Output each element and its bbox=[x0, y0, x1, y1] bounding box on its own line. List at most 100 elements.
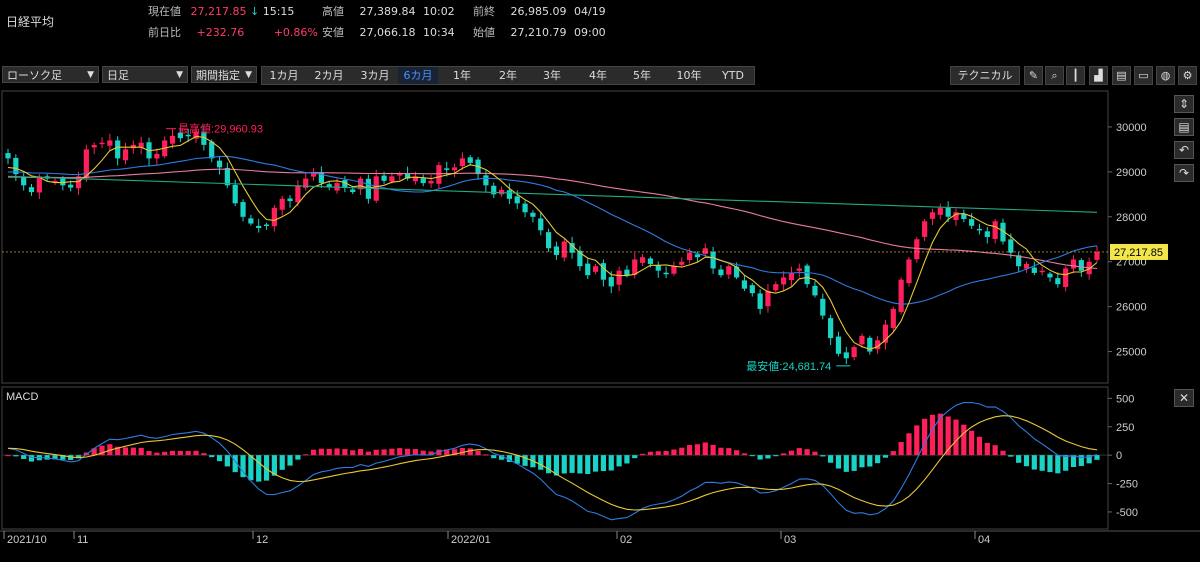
candle-body bbox=[248, 218, 254, 224]
low-price: 安値 27,066.18 10:34 bbox=[322, 26, 455, 39]
macd-histogram-bar bbox=[256, 455, 262, 482]
candle-body bbox=[624, 269, 630, 276]
candle-body bbox=[185, 134, 191, 137]
period-4y[interactable]: 4年 bbox=[589, 69, 607, 82]
period-2m[interactable]: 2カ月 bbox=[314, 69, 344, 82]
candle-body bbox=[820, 298, 826, 316]
x-tick-label: 03 bbox=[784, 534, 796, 546]
period-ytd[interactable]: YTD bbox=[722, 69, 744, 82]
candle-body bbox=[577, 250, 583, 267]
candle-body bbox=[357, 178, 364, 190]
period-3m[interactable]: 3カ月 bbox=[360, 69, 390, 82]
candle-body bbox=[491, 185, 497, 195]
candle-body bbox=[530, 212, 536, 217]
macd-histogram-bar bbox=[828, 455, 834, 463]
macd-histogram-bar bbox=[209, 455, 215, 458]
technical-button[interactable]: テクニカル bbox=[950, 66, 1020, 85]
macd-histogram-bar bbox=[734, 450, 740, 456]
area-chart-icon[interactable]: ▟ bbox=[1089, 66, 1108, 85]
y-tick-label: 25000 bbox=[1116, 347, 1147, 359]
candle-body bbox=[256, 225, 262, 229]
macd-histogram-bar bbox=[1078, 455, 1084, 466]
candle-body bbox=[1078, 260, 1084, 271]
period-3y[interactable]: 3年 bbox=[543, 69, 561, 82]
candle-body bbox=[138, 142, 144, 148]
macd-histogram-bar bbox=[232, 455, 238, 473]
macd-histogram-bar bbox=[992, 445, 998, 456]
period-6m[interactable]: 6カ月 bbox=[398, 67, 438, 84]
macd-histogram-bar bbox=[115, 446, 121, 456]
period-mode-select[interactable]: 期間指定 ▼ bbox=[191, 66, 257, 83]
candle-body bbox=[459, 158, 466, 167]
candle-body bbox=[404, 173, 411, 179]
candle-body bbox=[663, 272, 669, 275]
macd-histogram-bar bbox=[1039, 455, 1045, 471]
candle-body bbox=[796, 268, 802, 271]
candle-body bbox=[224, 167, 230, 186]
macd-y-tick-label: 250 bbox=[1116, 422, 1134, 434]
candle-body bbox=[875, 340, 881, 350]
macd-histogram-bar bbox=[491, 455, 497, 459]
candle-body bbox=[726, 266, 732, 275]
macd-histogram-bar bbox=[444, 449, 450, 456]
macd-histogram-bar bbox=[616, 455, 622, 467]
macd-histogram-bar bbox=[835, 455, 842, 469]
macd-histogram-bar bbox=[812, 451, 818, 456]
candle-body bbox=[969, 219, 975, 226]
candle-body bbox=[326, 184, 332, 188]
period-5y[interactable]: 5年 bbox=[633, 69, 651, 82]
candle-body bbox=[929, 212, 936, 219]
candle-body bbox=[209, 141, 215, 159]
list-icon[interactable]: ▤ bbox=[1174, 118, 1194, 136]
macd-histogram-bar bbox=[592, 455, 599, 472]
macd-histogram-bar bbox=[459, 448, 466, 456]
macd-histogram-bar bbox=[248, 455, 254, 481]
macd-histogram-bar bbox=[122, 447, 129, 456]
chart-type-select[interactable]: ローソク足 ▼ bbox=[2, 66, 99, 83]
macd-histogram-bar bbox=[13, 455, 19, 457]
current-value: 27,217.85 bbox=[190, 5, 247, 18]
pencil-icon[interactable]: ✎ bbox=[1024, 66, 1043, 85]
candle-body bbox=[1008, 239, 1014, 253]
macd-histogram-bar bbox=[224, 455, 230, 467]
collapse-icon[interactable]: ⇕ bbox=[1174, 95, 1194, 113]
redo-icon[interactable]: ↷ bbox=[1174, 164, 1194, 182]
period-2y[interactable]: 2年 bbox=[499, 69, 517, 82]
period-1m[interactable]: 1カ月 bbox=[269, 69, 299, 82]
macd-histogram-bar bbox=[75, 455, 82, 459]
candle-body bbox=[694, 254, 701, 258]
candle-icon[interactable]: ┃ bbox=[1066, 66, 1085, 85]
folder-icon[interactable]: ▭ bbox=[1134, 66, 1153, 85]
macd-histogram-bar bbox=[1023, 455, 1030, 467]
interval-select[interactable]: 日足 ▼ bbox=[102, 66, 188, 83]
macd-histogram-bar bbox=[91, 448, 97, 456]
close-macd-icon[interactable]: ✕ bbox=[1174, 389, 1194, 407]
macd-histogram-bar bbox=[162, 451, 168, 456]
candle-body bbox=[436, 165, 442, 184]
macd-y-tick-label: -500 bbox=[1116, 507, 1138, 519]
macd-histogram-bar bbox=[412, 449, 418, 456]
period-10y[interactable]: 10年 bbox=[676, 69, 702, 82]
candle-body bbox=[679, 261, 685, 265]
macd-histogram-bar bbox=[929, 414, 936, 456]
macd-y-tick-label: -250 bbox=[1116, 479, 1138, 491]
document-icon[interactable]: ▤ bbox=[1112, 66, 1131, 85]
globe-icon[interactable]: ◍ bbox=[1156, 66, 1175, 85]
candle-body bbox=[522, 203, 528, 213]
undo-icon[interactable]: ↶ bbox=[1174, 141, 1194, 159]
candle-body bbox=[655, 264, 661, 271]
macd-histogram-bar bbox=[687, 445, 693, 456]
macd-histogram-bar bbox=[561, 455, 567, 474]
macd-histogram-bar bbox=[21, 455, 27, 459]
settings-icon[interactable]: ⚙ bbox=[1178, 66, 1197, 85]
macd-histogram-bar bbox=[757, 455, 763, 460]
macd-histogram-bar bbox=[357, 449, 364, 456]
candle-body bbox=[389, 176, 395, 182]
candle-body bbox=[906, 259, 912, 284]
zoom-icon[interactable]: ⌕ bbox=[1045, 66, 1064, 85]
candle-body bbox=[953, 212, 959, 221]
macd-histogram-bar bbox=[522, 455, 528, 466]
period-1y[interactable]: 1年 bbox=[453, 69, 471, 82]
macd-histogram-bar bbox=[342, 449, 348, 456]
macd-histogram-bar bbox=[538, 455, 544, 470]
